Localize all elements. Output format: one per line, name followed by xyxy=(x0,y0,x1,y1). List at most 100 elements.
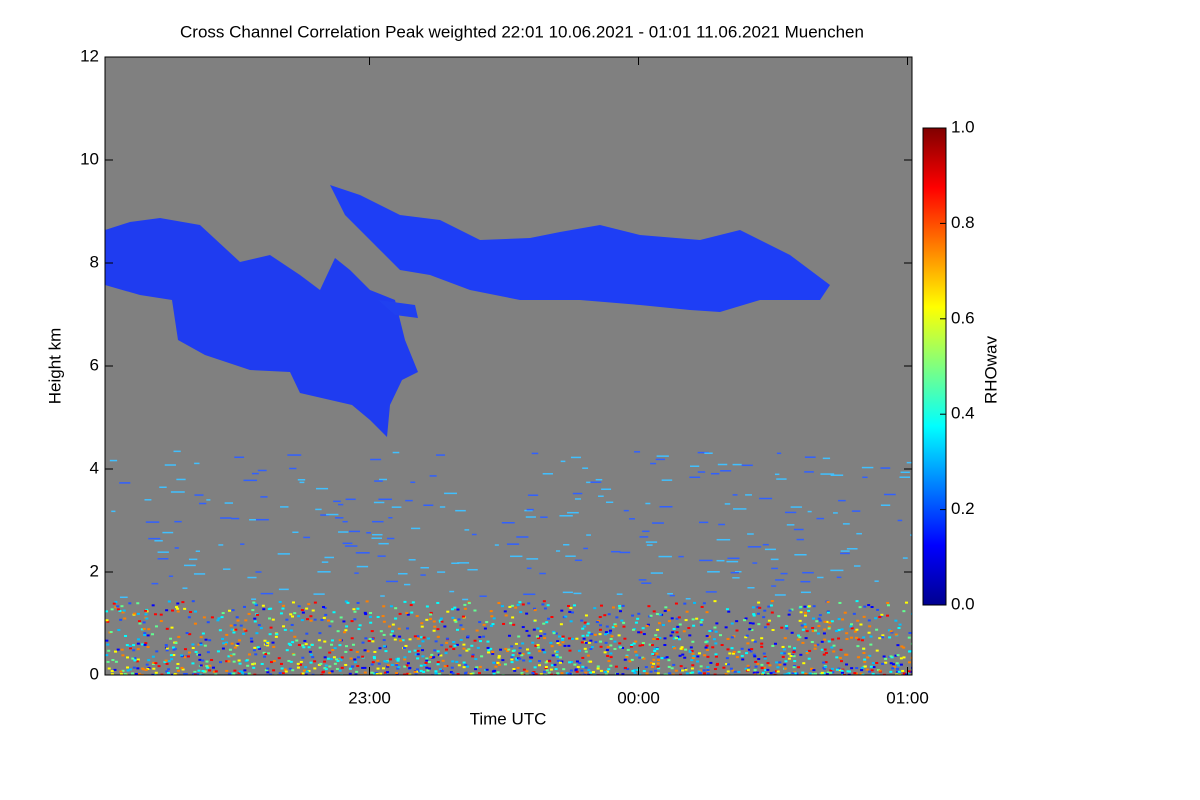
speckle xyxy=(874,617,878,620)
speckle xyxy=(218,544,224,546)
speckle xyxy=(556,672,560,675)
speckle xyxy=(382,620,386,623)
speckle xyxy=(704,646,708,649)
speckle xyxy=(443,625,447,628)
speckle xyxy=(817,617,821,620)
speckle xyxy=(307,669,311,672)
speckle xyxy=(745,652,749,655)
speckle xyxy=(288,667,292,670)
speckle xyxy=(523,593,536,596)
speckle xyxy=(726,637,730,640)
speckle xyxy=(657,667,661,670)
speckle xyxy=(857,638,861,641)
speckle xyxy=(289,660,293,663)
speckle xyxy=(845,632,849,635)
speckle xyxy=(291,601,295,604)
speckle xyxy=(768,664,772,667)
speckle xyxy=(743,619,747,622)
speckle xyxy=(690,650,694,653)
speckle xyxy=(266,671,270,674)
speckle xyxy=(160,673,164,675)
speckle xyxy=(385,580,398,583)
chart-title: Cross Channel Correlation Peak weighted … xyxy=(180,22,864,41)
speckle xyxy=(695,617,699,620)
speckle xyxy=(262,608,266,611)
speckle xyxy=(781,655,785,658)
speckle xyxy=(250,640,254,643)
speckle xyxy=(342,542,353,545)
speckle xyxy=(650,462,657,465)
speckle xyxy=(405,499,413,502)
speckle xyxy=(880,636,884,639)
speckle xyxy=(629,518,635,520)
speckle xyxy=(419,669,423,672)
speckle xyxy=(230,628,234,631)
speckle xyxy=(766,673,770,675)
speckle xyxy=(113,668,117,671)
speckle xyxy=(799,605,803,608)
speckle xyxy=(174,520,182,523)
speckle xyxy=(674,669,678,672)
speckle xyxy=(583,621,587,624)
speckle xyxy=(545,669,549,672)
speckle xyxy=(224,502,234,504)
speckle xyxy=(825,673,829,675)
speckle xyxy=(220,616,224,619)
speckle xyxy=(609,664,613,667)
speckle xyxy=(772,671,776,674)
speckle xyxy=(740,654,744,657)
speckle xyxy=(187,651,191,654)
speckle xyxy=(558,656,562,659)
speckle xyxy=(405,664,409,667)
speckle xyxy=(440,644,444,647)
speckle xyxy=(558,643,562,646)
speckle xyxy=(425,659,429,662)
speckle xyxy=(243,479,258,482)
speckle xyxy=(783,673,787,675)
speckle xyxy=(335,667,339,670)
y-tick-label: 2 xyxy=(90,561,99,580)
speckle xyxy=(655,652,659,655)
speckle xyxy=(397,627,401,630)
speckle xyxy=(578,662,582,665)
speckle xyxy=(154,671,158,674)
speckle xyxy=(503,610,507,613)
speckle xyxy=(789,654,793,657)
speckle xyxy=(282,604,286,607)
speckle xyxy=(865,668,869,671)
speckle xyxy=(570,456,581,459)
speckle xyxy=(253,646,257,649)
speckle xyxy=(794,553,807,556)
speckle xyxy=(902,610,906,613)
speckle xyxy=(330,670,334,673)
speckle xyxy=(403,656,407,659)
speckle xyxy=(856,645,860,648)
speckle xyxy=(251,472,259,475)
speckle xyxy=(560,609,564,612)
speckle xyxy=(151,604,155,607)
speckle xyxy=(416,653,420,656)
speckle xyxy=(650,644,654,647)
speckle xyxy=(534,644,538,647)
speckle xyxy=(411,527,421,530)
speckle xyxy=(497,655,501,658)
speckle xyxy=(684,648,688,651)
speckle xyxy=(776,478,787,480)
speckle xyxy=(839,660,843,663)
speckle xyxy=(730,647,734,650)
speckle xyxy=(320,673,324,675)
speckle xyxy=(871,673,875,675)
speckle xyxy=(565,555,576,557)
speckle xyxy=(197,643,201,646)
speckle xyxy=(613,623,617,626)
speckle xyxy=(830,474,844,476)
speckle xyxy=(562,668,566,671)
speckle xyxy=(710,472,720,475)
speckle xyxy=(586,622,590,625)
speckle xyxy=(836,576,842,579)
speckle xyxy=(605,625,609,628)
speckle xyxy=(520,672,524,675)
speckle xyxy=(106,643,110,646)
speckle xyxy=(706,672,710,675)
speckle xyxy=(343,631,347,634)
